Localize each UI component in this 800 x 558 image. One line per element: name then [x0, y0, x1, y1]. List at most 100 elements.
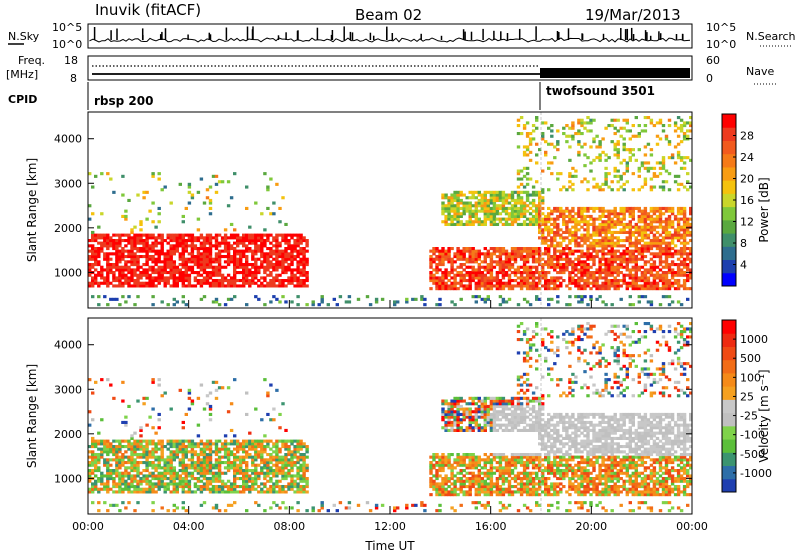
velocity-cell: [245, 482, 248, 485]
colorbar-swatch: [722, 246, 736, 260]
power-cell: [532, 129, 535, 132]
power-cell: [517, 191, 520, 194]
power-cell: [275, 183, 278, 186]
power-cell: [435, 284, 438, 287]
power-cell: [499, 268, 502, 271]
power-cell: [577, 140, 580, 143]
velocity-cell: [290, 464, 293, 467]
power-cell: [659, 223, 662, 226]
velocity-cell: [88, 424, 91, 427]
power-cell: [133, 234, 136, 237]
power-cell: [595, 207, 598, 210]
power-cell: [188, 202, 191, 205]
power-cell: [487, 204, 490, 207]
power-cell: [626, 129, 629, 132]
power-cell: [490, 287, 493, 290]
power-cell: [197, 258, 200, 261]
power-cell: [632, 250, 635, 253]
power-cell: [647, 161, 650, 164]
velocity-cell: [133, 474, 136, 477]
power-cell: [142, 255, 145, 258]
velocity-cell: [185, 450, 188, 453]
velocity-cell: [254, 445, 257, 448]
power-cell: [236, 258, 239, 261]
power-cell: [260, 247, 263, 250]
power-cell: [611, 210, 614, 213]
power-cell: [644, 223, 647, 226]
power-cell: [257, 268, 260, 271]
power-cell: [209, 207, 212, 210]
power-cell: [668, 284, 671, 287]
power-cell: [565, 268, 568, 271]
power-cell: [532, 223, 535, 226]
power-cell: [209, 212, 212, 215]
power-cell: [650, 263, 653, 266]
velocity-cell: [251, 458, 254, 461]
power-cell: [611, 244, 614, 247]
power-cell: [553, 282, 556, 285]
power-cell: [683, 282, 686, 285]
power-cell: [176, 236, 179, 239]
power-cell: [191, 236, 194, 239]
power-cell: [185, 276, 188, 279]
power-cell: [656, 274, 659, 277]
power-cell: [517, 186, 520, 189]
power-cell: [275, 268, 278, 271]
power-cell: [242, 266, 245, 269]
velocity-cell: [194, 453, 197, 456]
power-cell: [245, 276, 248, 279]
power-cell: [375, 298, 378, 301]
power-cell: [209, 255, 212, 258]
power-cell: [287, 263, 290, 266]
velocity-cell: [154, 442, 157, 445]
power-cell: [263, 172, 266, 175]
velocity-cell: [224, 445, 227, 448]
power-cell: [130, 274, 133, 277]
power-cell: [632, 287, 635, 290]
power-cell: [260, 212, 263, 215]
velocity-cell: [170, 458, 173, 461]
power-cell: [263, 276, 266, 279]
velocity-cell: [293, 450, 296, 453]
power-cell: [463, 276, 466, 279]
power-cell: [438, 258, 441, 261]
velocity-cell: [429, 469, 432, 472]
velocity-cell: [209, 392, 212, 395]
power-cell: [665, 255, 668, 258]
power-cell: [601, 258, 604, 261]
velocity-cell: [145, 445, 148, 448]
velocity-cell: [200, 488, 203, 491]
power-cell: [154, 263, 157, 266]
velocity-cell: [278, 472, 281, 475]
power-cell: [550, 244, 553, 247]
velocity-cell: [281, 472, 284, 475]
power-cell: [133, 244, 136, 247]
power-cell: [233, 252, 236, 255]
velocity-cell: [236, 445, 239, 448]
velocity-cell: [260, 488, 263, 491]
velocity-cell: [103, 450, 106, 453]
power-cell: [182, 239, 185, 242]
power-cell: [239, 250, 242, 253]
power-cell: [541, 218, 544, 221]
power-cell: [656, 218, 659, 221]
power-cell: [529, 284, 532, 287]
power-cell: [139, 282, 142, 285]
power-cell: [656, 226, 659, 229]
power-cell: [629, 276, 632, 279]
power-cell: [91, 276, 94, 279]
power-cell: [209, 263, 212, 266]
power-cell: [620, 266, 623, 269]
velocity-cell: [106, 461, 109, 464]
power-cell: [278, 279, 281, 282]
power-cell: [577, 242, 580, 245]
velocity-cell: [272, 442, 275, 445]
power-cell: [441, 263, 444, 266]
velocity-cell: [94, 469, 97, 472]
power-cell: [653, 282, 656, 285]
power-cell: [665, 287, 668, 290]
power-cell: [197, 236, 200, 239]
power-cell: [583, 263, 586, 266]
power-cell: [218, 282, 221, 285]
power-cell: [583, 260, 586, 263]
